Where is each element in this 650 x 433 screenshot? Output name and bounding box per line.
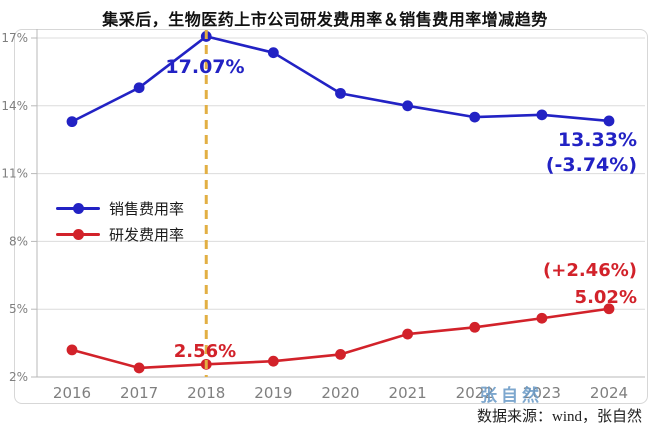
annotation-sales-end-change: (-3.74%) bbox=[545, 154, 637, 176]
x-tick-label: 2016 bbox=[53, 384, 91, 402]
data-point-sales bbox=[402, 100, 414, 112]
annotation-rd-2018-value: 2.56% bbox=[173, 341, 237, 362]
x-tick-label: 2019 bbox=[254, 384, 292, 402]
data-point-sales bbox=[536, 109, 548, 121]
annotation-rd-end-value: 5.02% bbox=[574, 287, 637, 308]
annotation-sales-peak: 17.07% bbox=[165, 56, 245, 78]
legend-item-rd: 研发费用率 bbox=[56, 221, 184, 247]
x-tick-label: 2017 bbox=[120, 384, 158, 402]
x-tick-label: 2020 bbox=[321, 384, 359, 402]
x-tick-label: 2022 bbox=[456, 384, 494, 402]
data-point-sales bbox=[267, 47, 279, 59]
data-point-rd bbox=[536, 312, 548, 324]
y-tick-label: 8% bbox=[9, 234, 28, 248]
chart-legend: 销售费用率 研发费用率 bbox=[56, 195, 184, 247]
data-point-rd bbox=[133, 362, 145, 374]
chart-frame-border bbox=[14, 29, 648, 404]
data-point-rd bbox=[335, 349, 346, 360]
legend-label-rd: 研发费用率 bbox=[109, 225, 185, 244]
data-point-rd bbox=[66, 344, 78, 356]
x-tick-label: 2021 bbox=[389, 384, 427, 402]
legend-item-sales: 销售费用率 bbox=[56, 195, 184, 221]
x-tick-label: 2018 bbox=[187, 384, 225, 402]
watermark: 张自然 bbox=[480, 386, 543, 405]
series-line-sales bbox=[71, 35, 610, 123]
annotation-sales-end-value: 13.33% bbox=[557, 129, 637, 151]
y-tick-label: 14% bbox=[1, 99, 28, 113]
data-source-note: 数据来源：wind，张自然 bbox=[476, 409, 642, 425]
x-tick-label: 2024 bbox=[590, 384, 628, 402]
y-tick-label: 17% bbox=[1, 31, 28, 45]
data-point-rd bbox=[402, 328, 414, 340]
data-point-rd bbox=[469, 321, 481, 333]
data-point-sales bbox=[335, 87, 346, 99]
data-point-rd bbox=[267, 355, 279, 367]
y-tick-label: 11% bbox=[1, 167, 28, 181]
data-point-rd bbox=[603, 303, 615, 315]
annotation-rd-end-change: (+2.46%) bbox=[543, 260, 637, 281]
data-point-sales bbox=[603, 115, 615, 127]
y-tick-label: 5% bbox=[9, 302, 28, 316]
chart-title: 集采后，生物医药上市公司研发费用率＆销售费用率增减趋势 bbox=[102, 10, 548, 29]
rd-series-marker-icon bbox=[56, 228, 100, 240]
data-point-sales bbox=[469, 111, 481, 123]
y-tick-label: 2% bbox=[9, 370, 28, 384]
x-tick-label: 2023 bbox=[523, 384, 561, 402]
data-point-sales bbox=[133, 82, 145, 94]
sales-series-marker-icon bbox=[56, 202, 100, 214]
data-point-sales bbox=[66, 116, 78, 128]
legend-label-sales: 销售费用率 bbox=[109, 199, 185, 218]
